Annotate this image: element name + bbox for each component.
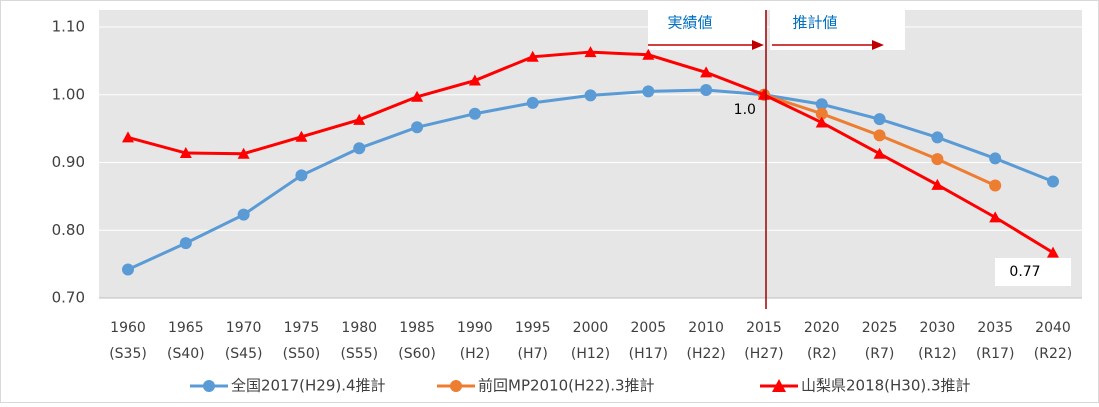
marker — [179, 237, 192, 250]
marker — [468, 107, 481, 120]
marker — [931, 131, 944, 144]
data-label: 0.77 — [1009, 264, 1040, 280]
marker — [237, 147, 250, 159]
x-tick-label: 1960 — [110, 320, 146, 336]
annotation: 実績値 — [667, 14, 712, 32]
marker — [237, 208, 250, 221]
x-tick-label: 1965 — [168, 320, 204, 336]
legend-label: 全国2017(H29).4推計 — [231, 377, 386, 395]
x-tick-label: (H2) — [460, 346, 490, 362]
marker — [1047, 175, 1059, 188]
marker — [989, 211, 1002, 223]
x-tick-label: 2040 — [1035, 320, 1071, 336]
legend-marker — [772, 379, 786, 392]
y-tick-label: 1.00 — [52, 85, 85, 103]
x-tick-label: (S50) — [283, 346, 321, 362]
x-tick-label: 1975 — [284, 320, 320, 336]
plot-area — [99, 10, 1082, 298]
data-label: 1.0 — [734, 102, 756, 118]
marker — [700, 66, 713, 78]
y-tick-label: 0.70 — [52, 289, 85, 307]
marker — [931, 178, 944, 190]
label-box — [995, 258, 1071, 286]
arrow-head — [752, 40, 764, 50]
marker — [815, 107, 828, 120]
marker — [989, 152, 1002, 165]
marker — [642, 48, 655, 60]
y-tick-label: 1.10 — [52, 18, 85, 36]
x-tick-label: (R12) — [918, 346, 956, 362]
legend-label: 前回MP2010(H22).3推計 — [478, 377, 655, 395]
marker — [353, 113, 366, 125]
marker — [584, 46, 597, 58]
x-tick-label: 1970 — [226, 320, 262, 336]
y-tick-label: 0.80 — [52, 221, 85, 239]
annotation-box — [648, 10, 765, 50]
x-tick-label: (S55) — [340, 346, 378, 362]
x-tick-label: (S40) — [167, 346, 205, 362]
x-tick-label: (S35) — [109, 346, 147, 362]
marker — [295, 169, 308, 182]
x-tick-label: 1990 — [457, 320, 493, 336]
marker — [989, 179, 1002, 192]
marker — [179, 147, 192, 159]
arrow-head — [872, 40, 884, 50]
marker — [873, 147, 886, 159]
y-tick-label: 0.90 — [52, 153, 85, 171]
x-tick-label: 2000 — [573, 320, 609, 336]
marker — [815, 116, 828, 128]
marker — [931, 153, 944, 166]
x-tick-label: (S45) — [225, 346, 263, 362]
marker — [1047, 246, 1059, 258]
marker — [353, 142, 366, 155]
x-tick-label: (H27) — [744, 346, 783, 362]
x-tick-label: (S60) — [398, 346, 436, 362]
marker — [411, 90, 424, 102]
x-tick-label: (H7) — [518, 346, 548, 362]
marker — [526, 96, 539, 109]
annotation-box — [770, 10, 905, 50]
x-tick-label: 1980 — [341, 320, 377, 336]
legend-marker — [203, 380, 215, 392]
x-tick-label: 2030 — [920, 320, 956, 336]
annotation: 推計値 — [792, 14, 837, 32]
x-tick-label: (R7) — [865, 346, 895, 362]
legend-marker — [450, 380, 462, 392]
x-tick-label: (R2) — [807, 346, 837, 362]
x-tick-label: 2015 — [746, 320, 782, 336]
x-tick-label: (R17) — [976, 346, 1014, 362]
x-tick-label: 2025 — [862, 320, 898, 336]
x-tick-label: (H17) — [629, 346, 668, 362]
marker — [295, 130, 308, 142]
marker — [122, 131, 134, 143]
marker — [468, 74, 481, 86]
x-tick-label: 2020 — [804, 320, 840, 336]
x-tick-label: 2005 — [630, 320, 666, 336]
x-tick-label: 2035 — [977, 320, 1013, 336]
marker — [122, 263, 134, 276]
marker — [873, 129, 886, 142]
marker — [873, 113, 886, 126]
x-tick-label: (H22) — [686, 346, 725, 362]
x-tick-label: 1995 — [515, 320, 551, 336]
marker — [584, 89, 597, 102]
x-tick-label: (R22) — [1034, 346, 1072, 362]
marker — [815, 98, 828, 111]
marker — [642, 85, 655, 98]
x-tick-label: (H12) — [571, 346, 610, 362]
x-tick-label: 1985 — [399, 320, 435, 336]
legend-label: 山梨県2018(H30).3推計 — [801, 377, 971, 395]
marker — [757, 88, 770, 100]
x-tick-label: 2010 — [688, 320, 724, 336]
marker — [700, 84, 713, 97]
marker — [526, 50, 539, 62]
marker — [411, 121, 424, 134]
